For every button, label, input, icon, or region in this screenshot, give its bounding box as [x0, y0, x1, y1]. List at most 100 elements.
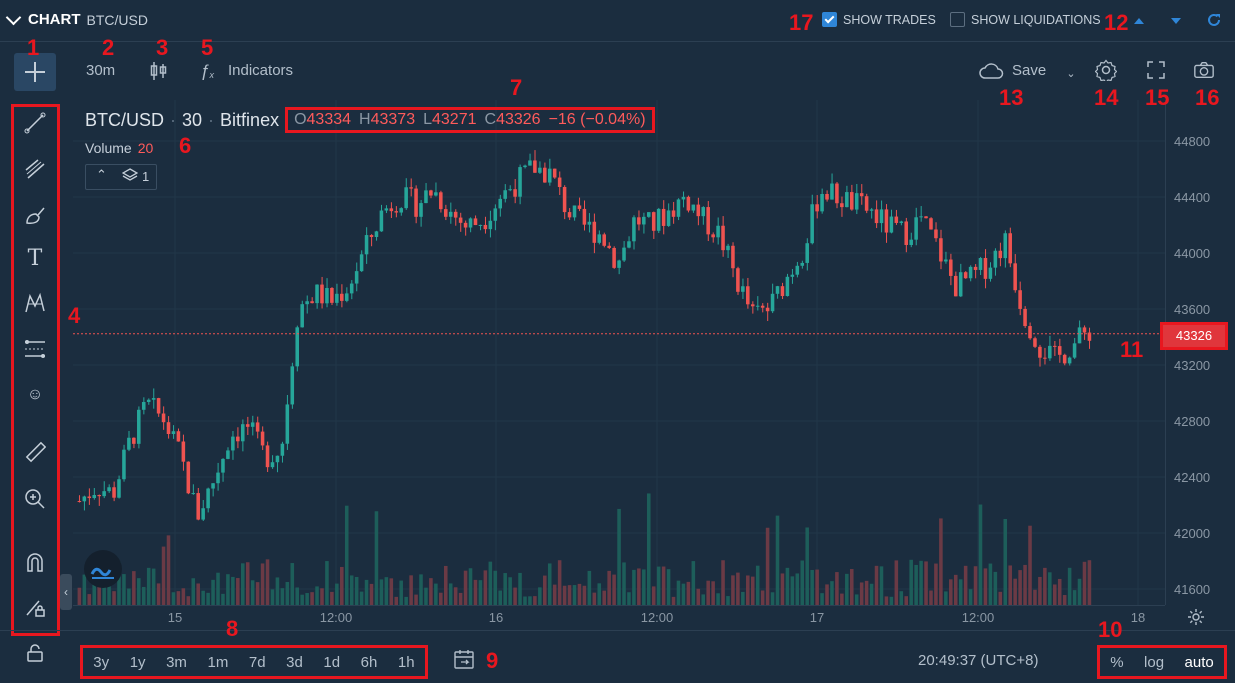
candle-body — [934, 229, 938, 239]
candle-body — [151, 398, 156, 400]
show-liquidations-checkbox[interactable] — [950, 12, 965, 27]
volume-bar — [528, 596, 532, 605]
legend-interval: 30 — [182, 109, 203, 130]
candle-body — [543, 167, 547, 183]
save-button[interactable]: Save — [1012, 62, 1047, 79]
interval-button[interactable]: 30m — [86, 62, 116, 79]
candle-body — [414, 188, 418, 217]
candle-body — [340, 293, 344, 301]
percent-scale-button[interactable]: % — [1110, 653, 1124, 671]
annotation-label: 15 — [1145, 85, 1170, 110]
time-tick: 12:00 — [961, 610, 995, 625]
range-1m[interactable]: 1m — [207, 653, 229, 671]
candle-body — [825, 194, 829, 200]
volume-bar — [240, 563, 245, 605]
volume-bar — [1077, 578, 1082, 605]
fullscreen-icon[interactable] — [1145, 59, 1167, 81]
candle-body — [186, 461, 191, 494]
chart-title[interactable]: CHART BTC/USD — [5, 9, 148, 28]
log-scale-button[interactable]: log — [1144, 653, 1165, 671]
lock-drawings-icon[interactable] — [20, 592, 50, 622]
candle-body — [290, 366, 295, 405]
volume-bar — [231, 576, 235, 605]
range-6h[interactable]: 6h — [360, 653, 378, 671]
range-1h[interactable]: 1h — [397, 653, 415, 671]
show-liquidations-toggle[interactable]: SHOW LIQUIDATIONS — [950, 12, 1101, 27]
candle-body — [617, 260, 621, 268]
fib-retracement-tool-icon[interactable] — [20, 154, 50, 184]
text-tool-icon[interactable]: T — [27, 245, 43, 271]
candle-body — [132, 437, 136, 444]
range-7d[interactable]: 7d — [248, 653, 266, 671]
clock-timezone[interactable]: 20:49:37 (UTC+8) — [918, 652, 1039, 669]
ruler-tool-icon[interactable] — [20, 437, 50, 467]
brush-tool-icon[interactable] — [20, 200, 50, 230]
volume-bar — [587, 570, 592, 605]
range-3d[interactable]: 3d — [286, 653, 303, 671]
candle-body — [82, 496, 87, 502]
range-3m[interactable]: 3m — [166, 653, 187, 671]
cloud-icon[interactable] — [978, 60, 1006, 82]
save-menu-chevron-icon[interactable]: ⌄ — [1066, 67, 1076, 80]
candle-body — [547, 168, 552, 183]
pattern-tool-icon[interactable] — [20, 288, 50, 318]
collapse-up-icon[interactable]: ⌃ — [96, 167, 107, 182]
volume-bar — [503, 573, 507, 605]
candle-body — [919, 216, 923, 218]
volume-bar — [260, 563, 265, 605]
price-axis[interactable]: 44800 44400 44000 43600 43200 42800 4240… — [1165, 100, 1235, 605]
volume-bar — [637, 568, 641, 605]
chart-pane[interactable] — [73, 100, 1165, 605]
settings-gear-icon[interactable] — [1095, 59, 1117, 81]
candle-body — [577, 205, 582, 209]
volume-bar — [543, 575, 547, 605]
range-3y[interactable]: 3y — [93, 653, 110, 671]
volume-bar — [186, 596, 191, 605]
magnet-icon[interactable] — [20, 547, 50, 577]
candle-body — [973, 266, 978, 270]
caret-up-icon[interactable] — [1128, 10, 1150, 32]
candle-body — [602, 234, 606, 246]
collapse-toolbar-button[interactable]: ‹ — [60, 574, 72, 610]
crosshair-button[interactable] — [14, 53, 56, 91]
time-axis[interactable]: 15 12:00 16 12:00 17 12:00 18 — [73, 605, 1165, 631]
volume-bar — [973, 566, 978, 605]
indicators-button[interactable]: Indicators — [228, 62, 294, 79]
trendline-tool-icon[interactable] — [20, 108, 50, 138]
auto-scale-button[interactable]: auto — [1184, 653, 1214, 671]
volume-label: Volume — [85, 140, 132, 156]
volume-value: 20 — [137, 140, 154, 156]
prediction-tool-icon[interactable] — [20, 334, 50, 364]
refresh-icon[interactable] — [1203, 9, 1225, 31]
axis-settings-icon[interactable] — [1185, 606, 1207, 628]
candle-body — [627, 241, 631, 248]
range-1y[interactable]: 1y — [129, 653, 146, 671]
candlestick-type-icon[interactable] — [148, 60, 170, 82]
show-trades-toggle[interactable]: SHOW TRADES — [822, 12, 936, 27]
show-trades-checkbox[interactable] — [822, 12, 837, 27]
volume-bar — [404, 596, 408, 605]
chevron-down-icon[interactable] — [5, 9, 22, 26]
candle-body — [141, 401, 146, 410]
volume-bar — [533, 596, 537, 605]
caret-down-icon[interactable] — [1165, 10, 1187, 32]
range-1d[interactable]: 1d — [323, 653, 341, 671]
candle-body — [359, 254, 364, 272]
candlestick-chart[interactable] — [73, 100, 1165, 605]
zoom-in-icon[interactable] — [20, 484, 50, 514]
layers-toggle[interactable]: ⌃ 1 — [85, 164, 157, 190]
candle-body — [830, 183, 834, 200]
volume-bar — [196, 583, 200, 605]
go-to-date-icon[interactable] — [453, 648, 475, 670]
candle-body — [755, 305, 760, 307]
emoji-tool-icon[interactable]: ☺ — [26, 386, 44, 403]
bottom-bar — [0, 630, 1235, 683]
open-value: 43334 — [306, 111, 352, 128]
unlock-icon[interactable] — [20, 638, 50, 668]
volume-bar — [899, 591, 904, 605]
chart-legend: BTC/USD · 30 · Bitfinex O43334 H43373 L4… — [85, 107, 655, 133]
volume-bar — [384, 577, 389, 605]
camera-icon[interactable] — [1193, 59, 1215, 81]
candle-body — [285, 404, 290, 444]
